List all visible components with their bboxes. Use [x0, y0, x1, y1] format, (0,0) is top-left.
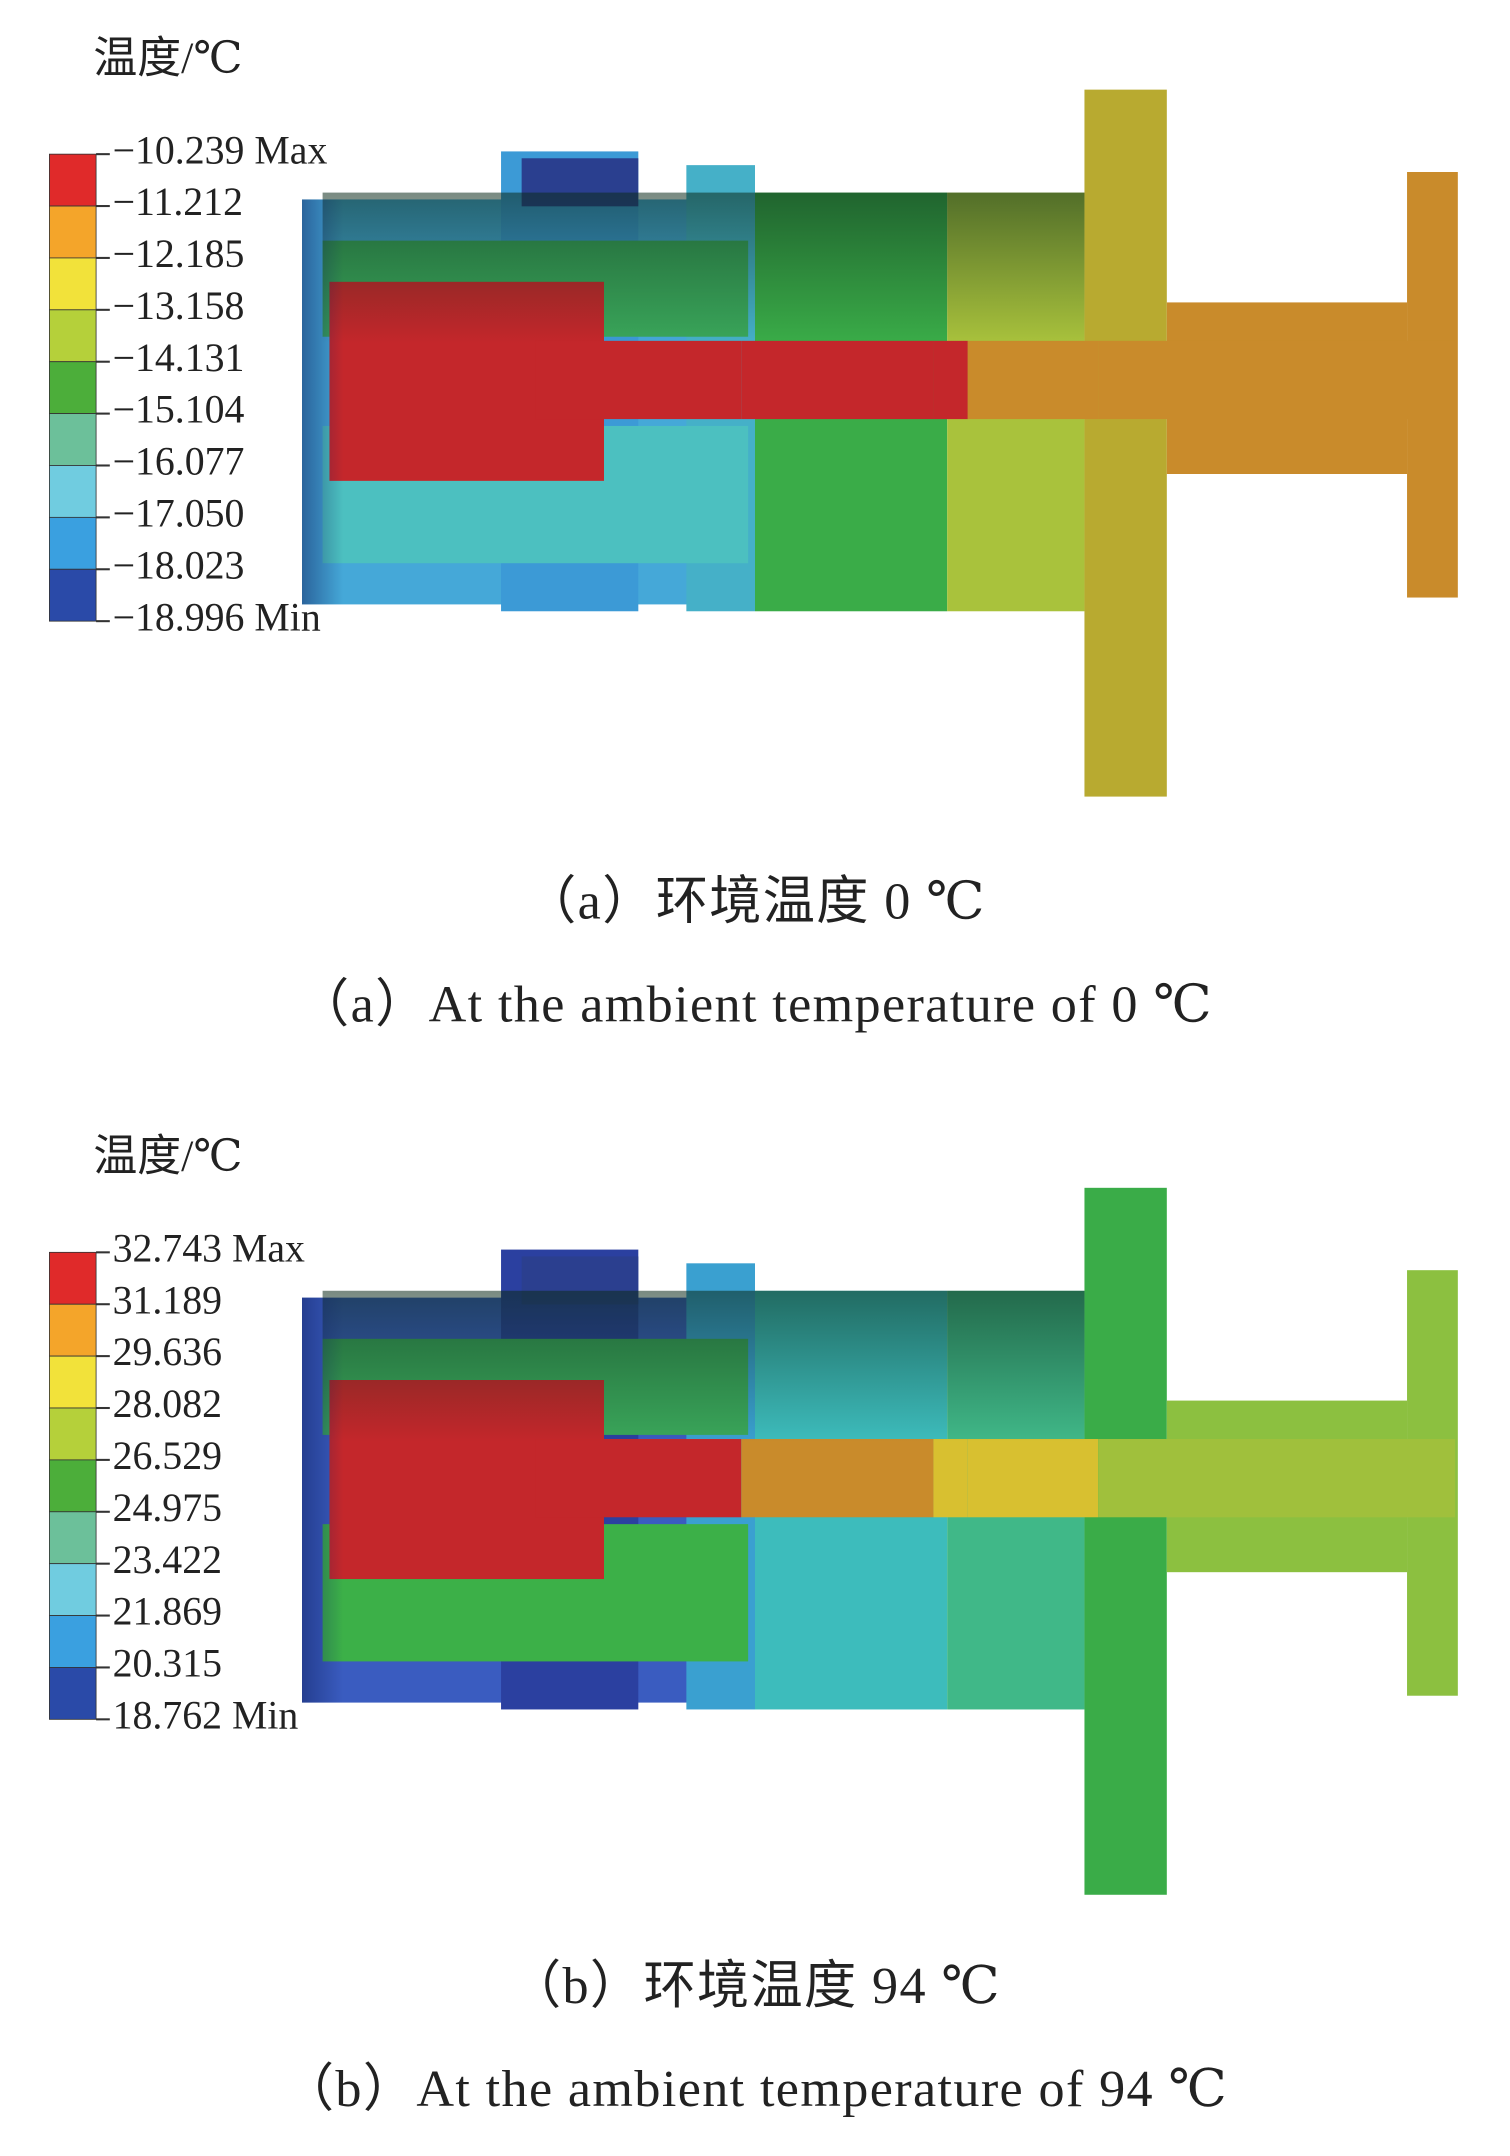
legend-label: −18.023: [113, 543, 245, 587]
panel: 温度/℃ 32.743 Max 31.189 29.636 28.082 26.529 24…: [49, 1131, 1458, 1895]
legend-swatch: [49, 1251, 97, 1305]
caption-zh: （a）环境温度 0 ℃: [524, 873, 986, 930]
legend-swatch: [49, 1459, 97, 1513]
legend-swatch: [49, 1511, 97, 1565]
legend-swatch: [49, 361, 97, 415]
legend-label: 32.743 Max: [113, 1226, 305, 1270]
shading: [302, 1297, 344, 1703]
legend-swatch: [49, 1407, 97, 1461]
legend-title: 温度/℃: [93, 1131, 242, 1180]
legend-label: −11.212: [113, 180, 243, 224]
legend-label: 23.422: [113, 1538, 222, 1582]
legend-label: 29.636: [113, 1330, 222, 1374]
model-part: [741, 1439, 934, 1518]
legend-label: 26.529: [113, 1434, 222, 1478]
model-part: [1098, 1439, 1456, 1518]
model-part: [535, 1439, 742, 1518]
caption-en: （a）At the ambient temperature of 0 ℃: [297, 976, 1213, 1033]
caption-en: （b）At the ambient temperature of 94 ℃: [282, 2061, 1228, 2118]
legend-label: −17.050: [113, 492, 245, 536]
legend-swatch: [49, 413, 97, 466]
legend-swatch: [49, 1303, 97, 1357]
legend-label: −15.104: [113, 388, 245, 432]
legend-label: 28.082: [113, 1382, 222, 1426]
legend-label: −10.239 Max: [113, 128, 328, 172]
legend-title: 温度/℃: [93, 33, 242, 82]
caption-zh: （b）环境温度 94 ℃: [509, 1958, 1001, 2015]
legend-swatch: [49, 568, 97, 622]
model-part: [1098, 340, 1456, 420]
model-part: [1084, 1187, 1167, 1895]
legend-swatch: [49, 309, 97, 363]
legend-label: 21.869: [113, 1590, 222, 1634]
model-part: [933, 1439, 968, 1518]
legend-label: 18.762 Min: [113, 1693, 299, 1737]
model-part: [1084, 89, 1167, 797]
model-part: [535, 340, 742, 420]
legend-label: 20.315: [113, 1642, 222, 1686]
legend-label: −12.185: [113, 232, 245, 276]
legend-label: 24.975: [113, 1486, 222, 1530]
legend-swatch: [49, 153, 97, 207]
legend-swatch: [49, 1615, 97, 1668]
legend-swatch: [49, 516, 97, 570]
legend-label: 31.189: [113, 1278, 222, 1322]
shading: [322, 1290, 1085, 1442]
model-part: [741, 340, 934, 420]
legend-swatch: [49, 1355, 97, 1409]
legend-label: −16.077: [113, 440, 245, 484]
model-part: [933, 340, 968, 420]
legend-label: −14.131: [113, 336, 245, 380]
legend-swatch: [49, 257, 97, 311]
shading: [302, 199, 344, 605]
legend-swatch: [49, 1667, 97, 1720]
legend-swatch: [49, 205, 97, 259]
legend-label: −18.996 Min: [113, 595, 321, 639]
legend-swatch: [49, 465, 97, 518]
shading: [322, 192, 1085, 344]
model-part: [967, 1439, 1099, 1518]
legend-swatch: [49, 1563, 97, 1616]
panel: 温度/℃ −10.239 Max −11.212 −12.185 −13.158 −14.…: [49, 33, 1458, 797]
model-part: [967, 340, 1099, 420]
legend-label: −13.158: [113, 284, 245, 328]
